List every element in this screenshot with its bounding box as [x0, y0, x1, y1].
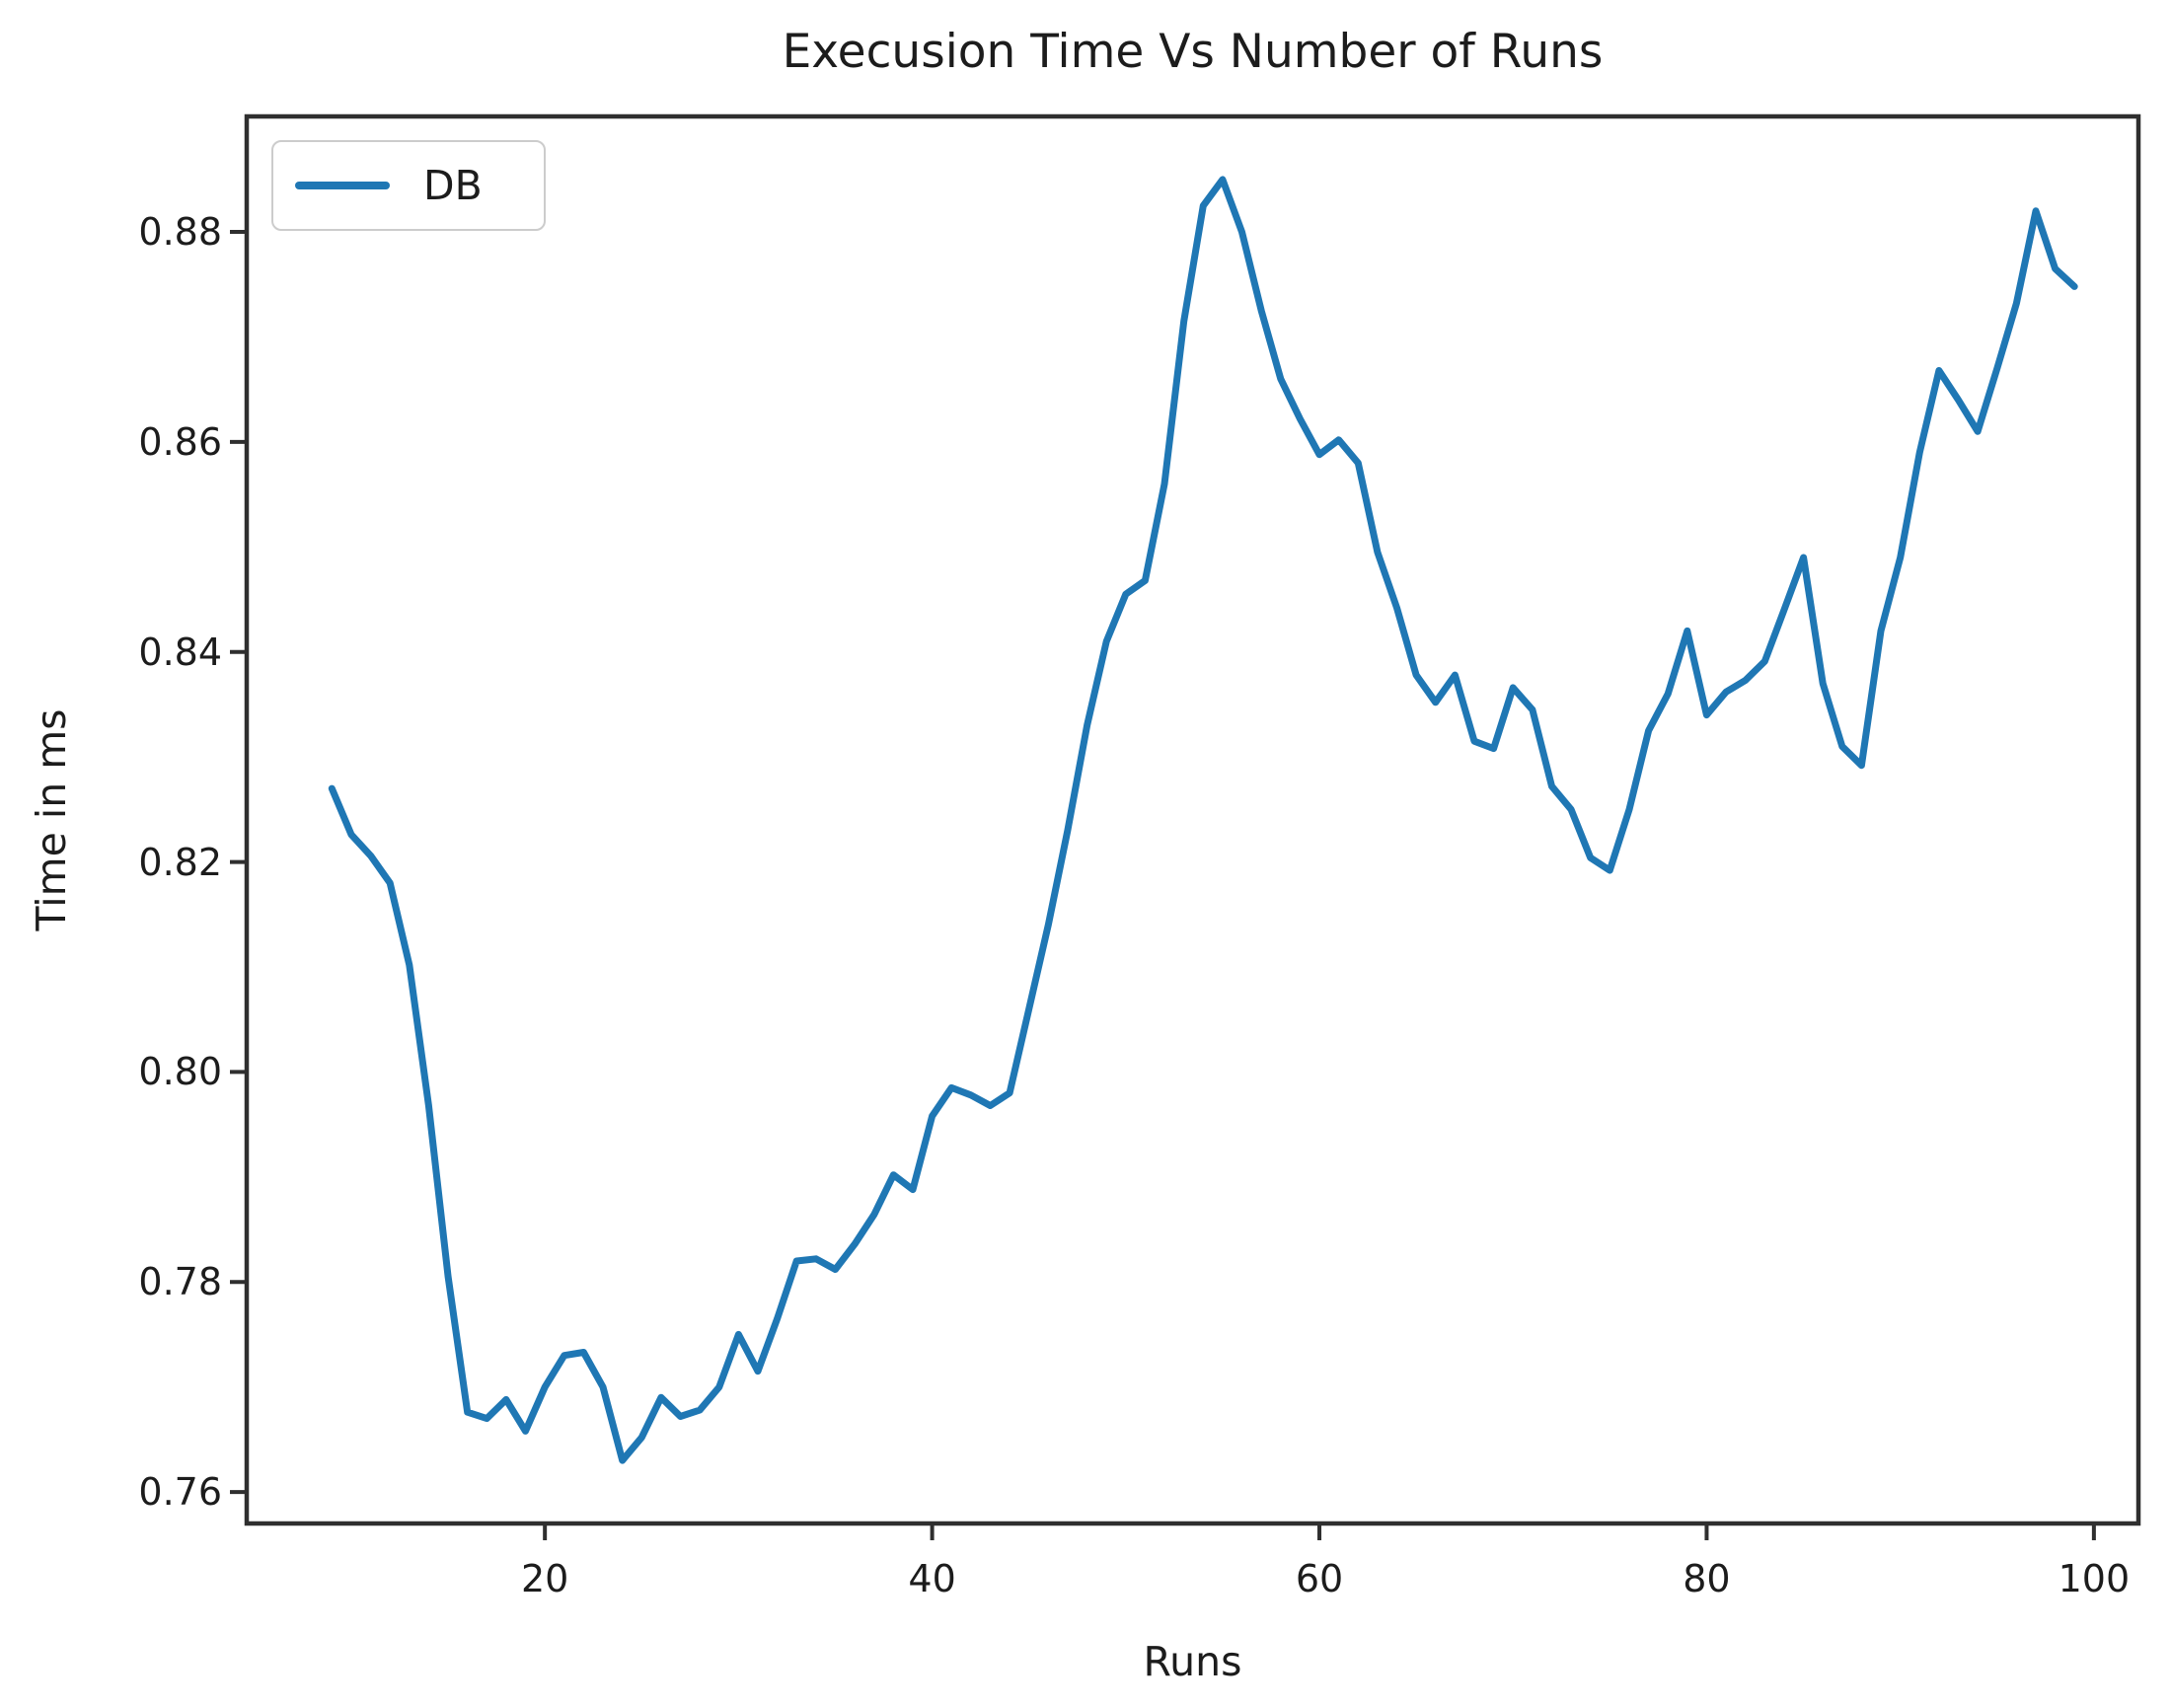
y-tick-label: 0.80	[138, 1050, 222, 1094]
x-tick-label: 80	[1683, 1557, 1731, 1600]
y-tick-label: 0.78	[138, 1260, 222, 1304]
legend: DB	[271, 140, 546, 231]
axes-spines	[244, 113, 2141, 1526]
series-line-db	[328, 176, 2078, 1464]
y-tick-label: 0.84	[138, 630, 222, 674]
x-tick-label: 40	[908, 1557, 956, 1600]
y-tick-label: 0.76	[138, 1470, 222, 1515]
y-tick-label: 0.82	[138, 840, 222, 884]
y-tick-label: 0.88	[138, 210, 222, 255]
x-tick-label: 100	[2058, 1557, 2131, 1600]
x-axis-label: Runs	[1143, 1638, 1242, 1685]
y-tick-label: 0.86	[138, 419, 222, 464]
x-tick-label: 20	[520, 1557, 569, 1600]
legend-entry-label: DB	[423, 162, 483, 209]
legend-line-swatch	[295, 182, 390, 189]
chart-title: Execusion Time Vs Number of Runs	[782, 25, 1604, 79]
x-tick-label: 60	[1295, 1557, 1344, 1600]
